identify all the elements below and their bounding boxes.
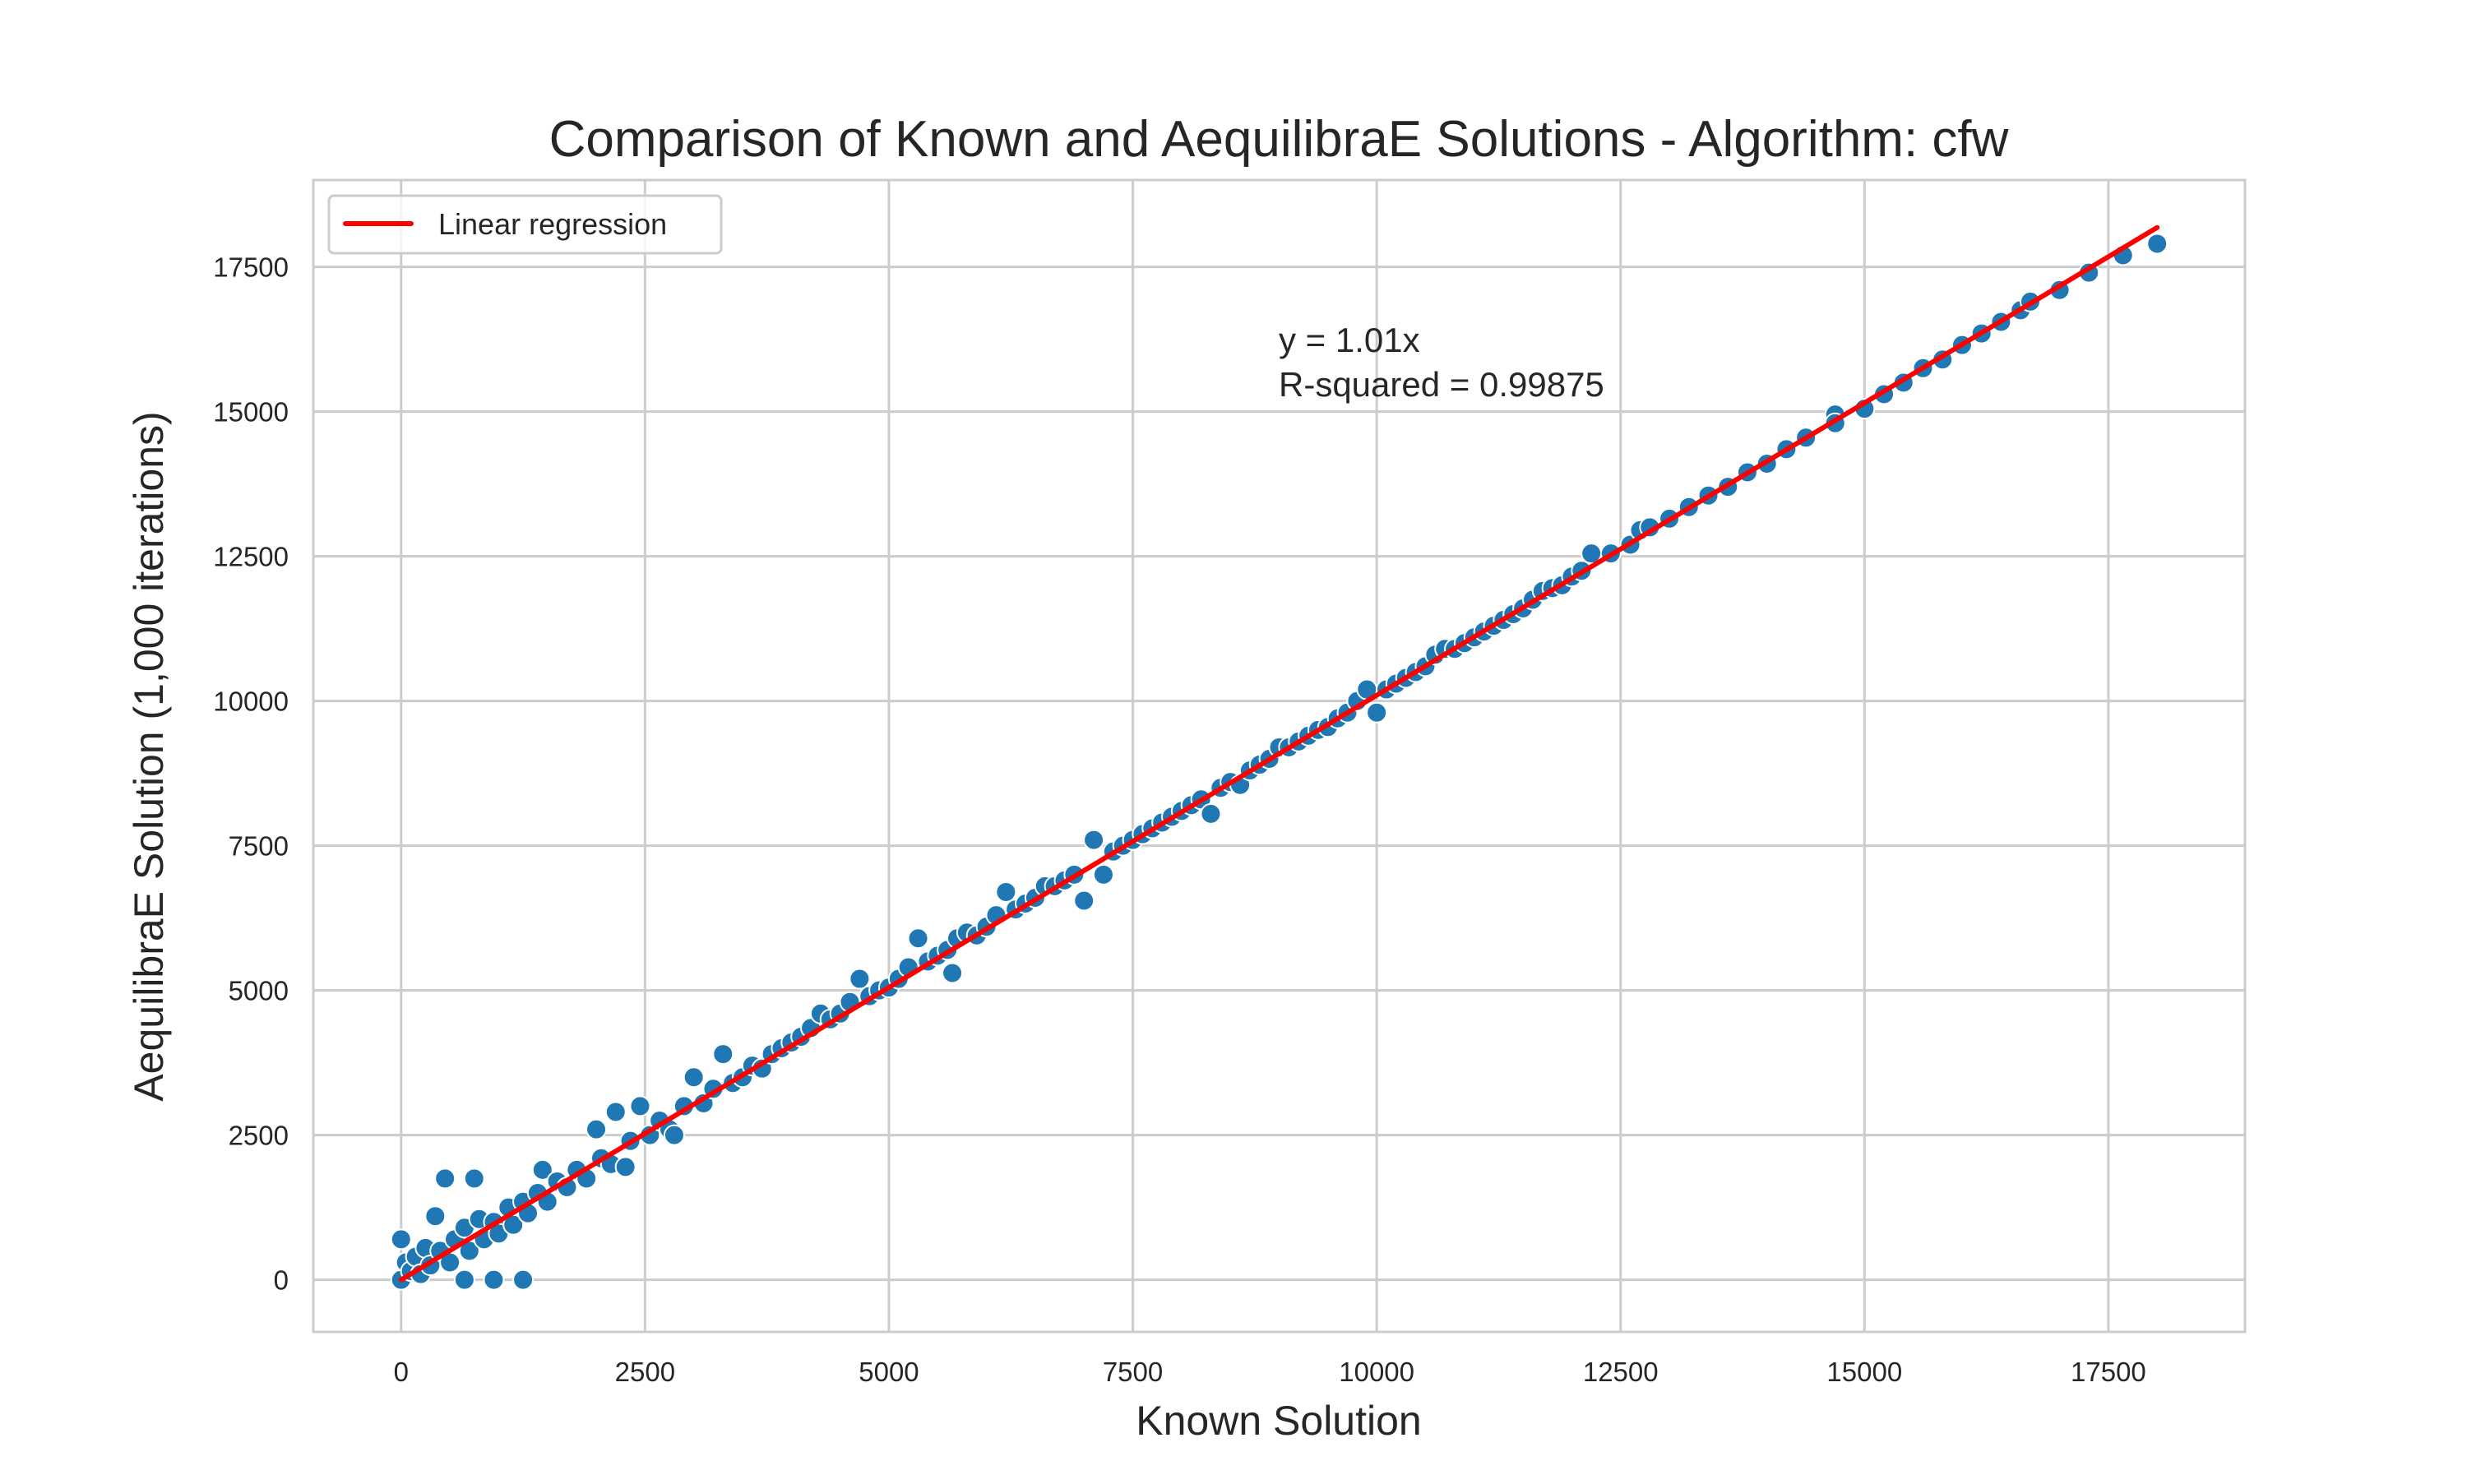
x-tick-label: 7500: [1103, 1357, 1163, 1387]
data-point: [531, 1158, 553, 1181]
y-tick-label: 0: [274, 1265, 289, 1296]
y-tick-label: 5000: [229, 976, 289, 1006]
x-tick-label: 17500: [2071, 1357, 2146, 1387]
x-tick-label: 5000: [859, 1357, 919, 1387]
y-tick-label: 17500: [213, 252, 289, 283]
x-tick-label: 15000: [1826, 1357, 1902, 1387]
data-point: [453, 1269, 475, 1291]
data-point: [849, 968, 871, 990]
data-point: [907, 927, 929, 950]
x-tick-label: 2500: [615, 1357, 675, 1387]
data-point: [1092, 863, 1114, 885]
y-tick-label: 10000: [213, 687, 289, 717]
data-point: [483, 1269, 505, 1291]
y-tick-label: 15000: [213, 397, 289, 428]
y-tick-label: 2500: [229, 1121, 289, 1151]
data-point: [1200, 802, 1222, 825]
data-point: [424, 1205, 447, 1227]
x-tick-label: 12500: [1583, 1357, 1659, 1387]
data-point: [2146, 233, 2168, 255]
chart-title: Comparison of Known and AequilibraE Solu…: [549, 111, 2009, 168]
data-point: [434, 1167, 456, 1190]
y-tick-label: 12500: [213, 542, 289, 572]
data-point: [1366, 701, 1388, 724]
data-point: [1083, 829, 1105, 851]
annotation-equation: y = 1.01x: [1279, 321, 1420, 359]
legend: Linear regression: [327, 194, 723, 255]
data-point: [629, 1095, 651, 1117]
x-axis-label: Known Solution: [1136, 1398, 1421, 1444]
data-point: [663, 1124, 685, 1146]
y-axis-label: AequilibraE Solution (1,000 iterations): [126, 411, 172, 1101]
data-point: [463, 1167, 485, 1190]
data-point: [390, 1228, 412, 1251]
annotation-r-squared: R-squared = 0.99875: [1279, 365, 1604, 404]
regression-line: [398, 224, 2160, 1283]
data-point: [586, 1118, 608, 1140]
data-point: [683, 1066, 705, 1089]
data-point: [1073, 890, 1095, 912]
legend-box: [327, 194, 723, 255]
data-point: [604, 1101, 627, 1123]
data-point: [512, 1269, 535, 1291]
data-point: [995, 881, 1017, 903]
data-point: [942, 962, 964, 984]
data-point: [712, 1043, 734, 1066]
plot-frame: [312, 178, 2247, 1334]
y-tick-label: 7500: [229, 831, 289, 862]
data-point: [614, 1156, 636, 1178]
x-tick-label: 0: [394, 1357, 409, 1387]
legend-label: Linear regression: [438, 207, 667, 241]
x-tick-label: 10000: [1339, 1357, 1414, 1387]
